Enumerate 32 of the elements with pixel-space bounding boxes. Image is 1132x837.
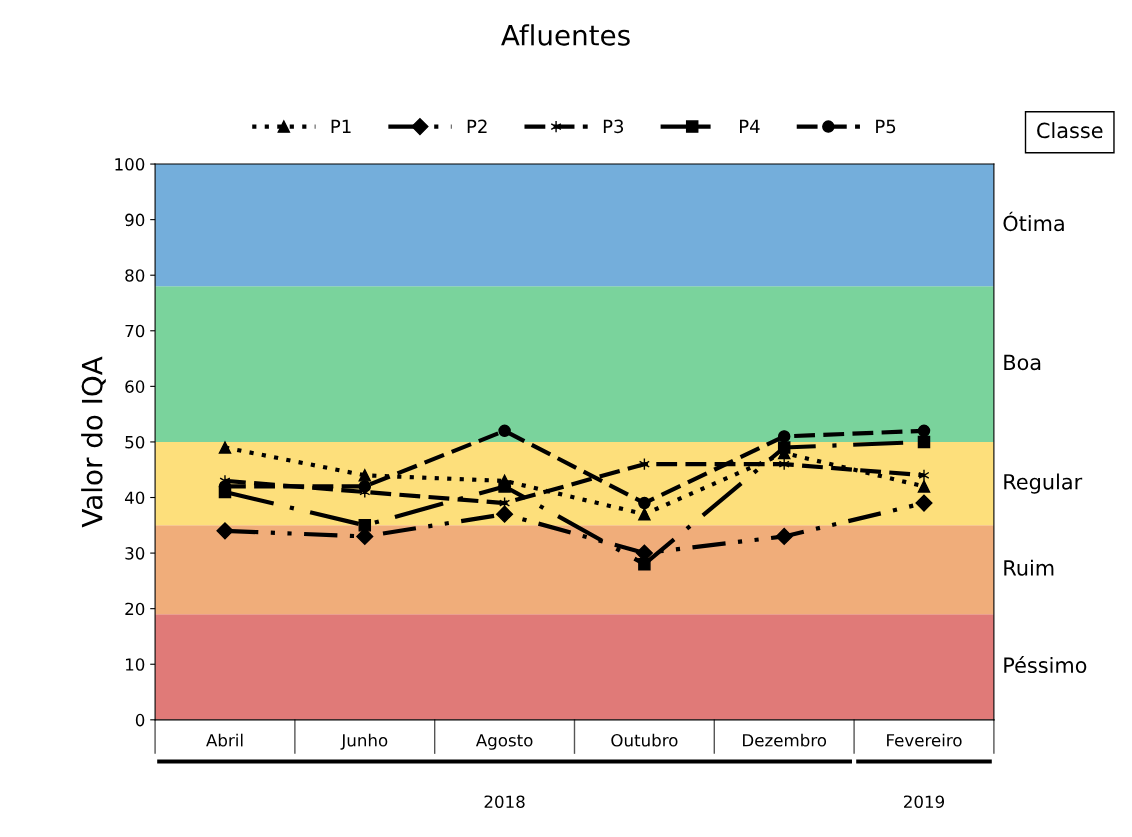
legend-label: P4: [740, 119, 760, 133]
text: 2018: [484, 795, 525, 809]
x-tick-label: Abril: [206, 733, 243, 747]
chart-title: Afluentes: [501, 24, 630, 46]
y-tick-label: 30: [125, 547, 145, 560]
y-tick-label: 10: [125, 658, 145, 671]
band-label: Boa: [1004, 354, 1041, 371]
band-label: Ruim: [1004, 559, 1054, 576]
legend-label: P2: [467, 119, 487, 133]
band-label: Péssimo: [1004, 656, 1087, 674]
y-axis-title: Valor do IQA: [81, 356, 106, 528]
y-tick-label: 100: [115, 158, 145, 171]
band-label: Regular: [1004, 473, 1083, 494]
legend-title: Classe: [1037, 122, 1103, 139]
y-tick-label: 40: [124, 491, 145, 505]
legend-label: P1: [331, 119, 351, 133]
x-tick-label: Junho: [340, 733, 388, 750]
legend-label: P5: [876, 119, 896, 134]
y-tick-label: 70: [125, 324, 145, 338]
y-tick-label: 50: [125, 435, 145, 449]
legend-label: P3: [603, 119, 624, 134]
y-tick-label: 60: [125, 380, 145, 393]
x-tick-label: Outubro: [611, 733, 678, 747]
y-tick-label: 90: [125, 213, 145, 227]
x-tick-label: Dezembro: [743, 733, 827, 747]
y-tick-label: 20: [125, 602, 145, 616]
band-label: Ótima: [1003, 211, 1064, 232]
x-tick-label: Agosto: [475, 734, 533, 750]
x-tick-label: Fevereiro: [887, 733, 962, 747]
text: 2019: [904, 795, 945, 809]
y-tick-label: 80: [125, 269, 145, 282]
y-tick-label: 0: [135, 713, 145, 727]
